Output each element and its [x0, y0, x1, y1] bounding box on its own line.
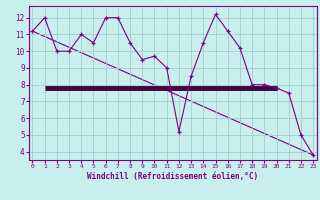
X-axis label: Windchill (Refroidissement éolien,°C): Windchill (Refroidissement éolien,°C) [87, 172, 258, 181]
